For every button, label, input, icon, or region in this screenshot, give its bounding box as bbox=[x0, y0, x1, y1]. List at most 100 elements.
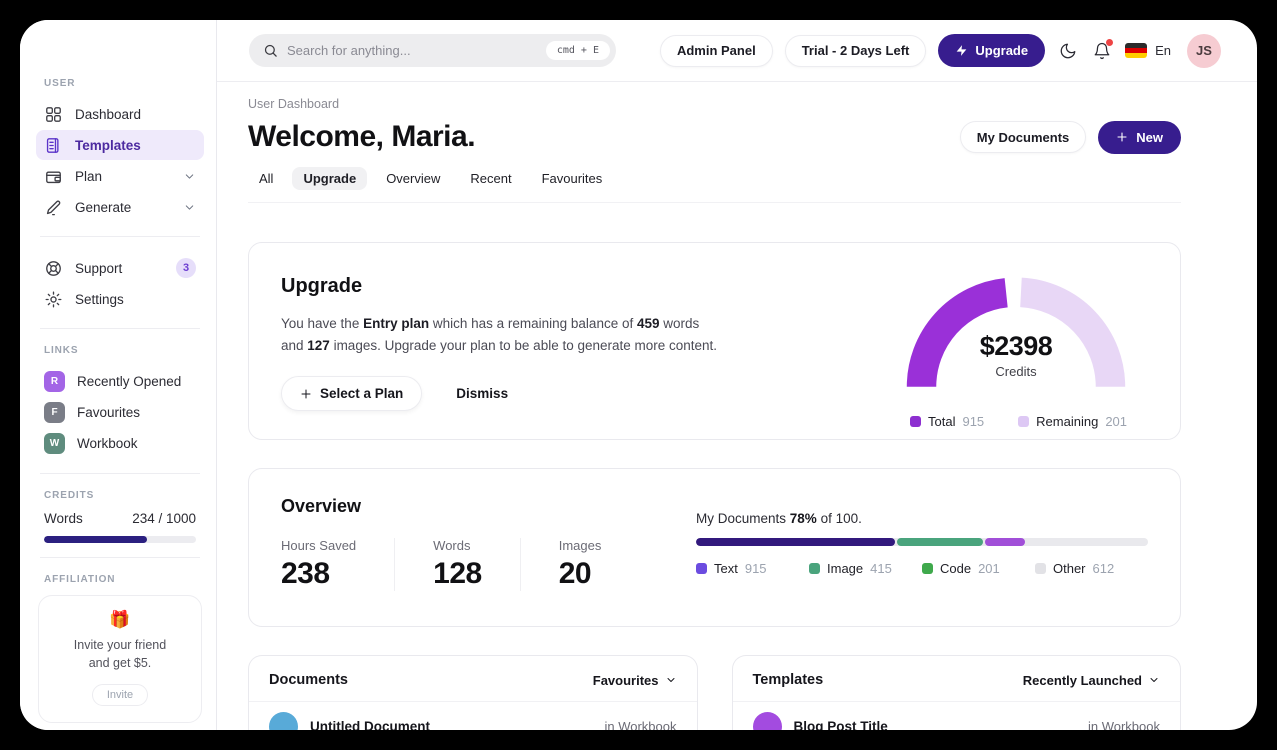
gauge-center: $2398 Credits bbox=[898, 331, 1134, 379]
new-button[interactable]: New bbox=[1098, 120, 1181, 154]
documents-card-header: Documents Favourites bbox=[249, 656, 697, 702]
tab-upgrade[interactable]: Upgrade bbox=[292, 167, 368, 190]
breadcrumb: User Dashboard bbox=[248, 97, 340, 111]
overview-title: Overview bbox=[281, 496, 362, 516]
legend-name: Other bbox=[1053, 561, 1086, 576]
body-bold: 459 bbox=[636, 316, 660, 331]
gauge-legend: Total 915 Remaining 201 bbox=[898, 414, 1134, 429]
title-actions: My Documents New bbox=[959, 120, 1181, 154]
sidebar-section-credits: CREDITS bbox=[44, 490, 95, 501]
app-window: USER Dashboard Templates Plan Generate S… bbox=[20, 20, 1257, 730]
sidebar-divider bbox=[40, 236, 200, 237]
tab-recent[interactable]: Recent bbox=[470, 171, 512, 186]
gift-icon: 🎁 bbox=[109, 610, 131, 629]
upgrade-button[interactable]: Upgrade bbox=[938, 34, 1046, 67]
templates-icon bbox=[46, 137, 59, 153]
dismiss-button[interactable]: Dismiss bbox=[456, 386, 509, 402]
sidebar-section-affiliation: AFFILIATION bbox=[44, 574, 116, 585]
user-avatar[interactable]: JS bbox=[1187, 33, 1221, 68]
stat-images: Images 20 bbox=[519, 538, 640, 591]
flag-stripe bbox=[1125, 43, 1148, 48]
tab-overview[interactable]: Overview bbox=[386, 171, 441, 186]
sidebar-link-favourites[interactable]: F Favourites bbox=[36, 397, 204, 428]
chevron-down-icon bbox=[185, 204, 194, 210]
upgrade-card-actions: Select a Plan Dismiss bbox=[281, 376, 751, 412]
overview-card: Overview Hours Saved 238 Words 128 Image… bbox=[248, 468, 1181, 627]
trial-badge[interactable]: Trial - 2 Days Left bbox=[784, 34, 927, 67]
templates-filter-dropdown[interactable]: Recently Launched bbox=[1023, 673, 1160, 688]
legend-swatch bbox=[809, 563, 820, 574]
sidebar-link-workbook[interactable]: W Workbook bbox=[36, 428, 204, 459]
template-location: in Workbook bbox=[1087, 719, 1160, 730]
credits-row: Words 234 / 1000 bbox=[36, 511, 204, 526]
flag-stripe bbox=[1125, 53, 1148, 58]
notifications-button[interactable] bbox=[1091, 38, 1114, 62]
gear-icon bbox=[45, 291, 62, 307]
documents-progress-caption: My Documents 78% of 100. bbox=[696, 511, 1148, 526]
stat-value: 20 bbox=[558, 557, 592, 590]
legend-item-text: Text 915 bbox=[696, 561, 809, 576]
body-text: You have the bbox=[281, 316, 364, 331]
legend-item-remaining: Remaining 201 bbox=[1018, 414, 1127, 429]
stat-label: Words bbox=[433, 538, 471, 553]
affiliation-line2: and get $5. bbox=[88, 656, 152, 671]
language-selector[interactable]: En bbox=[1125, 43, 1171, 58]
title-row: Welcome, Maria. My Documents New bbox=[248, 120, 1181, 154]
link-initial-badge: W bbox=[44, 433, 65, 454]
notification-dot bbox=[1106, 38, 1114, 46]
grid-icon bbox=[46, 106, 61, 122]
topbar-right: Admin Panel Trial - 2 Days Left Upgrade bbox=[659, 33, 1221, 68]
sidebar-item-plan[interactable]: Plan bbox=[36, 161, 204, 191]
body-text: images. Upgrade your plan to be able to … bbox=[329, 337, 718, 353]
tab-all[interactable]: All bbox=[259, 171, 274, 186]
body-text: which has a remaining balance of bbox=[429, 316, 637, 331]
body-text: words and bbox=[281, 316, 700, 353]
credits-value: 234 / 1000 bbox=[132, 511, 196, 526]
legend-item-total: Total 915 bbox=[910, 414, 984, 429]
sidebar-item-settings[interactable]: Settings bbox=[36, 284, 204, 314]
upgrade-card-body: You have the Entry plan which has a rema… bbox=[281, 313, 721, 356]
legend-name: Image bbox=[827, 561, 864, 576]
documents-filter-label: Favourites bbox=[592, 672, 659, 688]
caption-text: of 100. bbox=[816, 511, 862, 526]
templates-filter-label: Recently Launched bbox=[1022, 672, 1142, 688]
legend-swatch bbox=[1035, 563, 1046, 574]
stat-label: Hours Saved bbox=[281, 538, 357, 553]
chevron-down-icon bbox=[1150, 678, 1158, 682]
sidebar-item-generate[interactable]: Generate bbox=[36, 192, 204, 222]
legend-swatch bbox=[922, 563, 933, 574]
legend-name: Remaining bbox=[1036, 414, 1099, 429]
template-row[interactable]: Blog Post Title in Workbook bbox=[733, 702, 1181, 730]
bell-icon bbox=[1094, 42, 1110, 59]
dark-mode-toggle[interactable] bbox=[1057, 40, 1079, 62]
caption-percent: 78% bbox=[789, 511, 817, 526]
sidebar-item-dashboard[interactable]: Dashboard bbox=[36, 99, 204, 129]
affiliation-card: 🎁 Invite your friend and get $5. Invite bbox=[38, 595, 202, 724]
sidebar-link-label: Workbook bbox=[77, 436, 138, 451]
admin-panel-button[interactable]: Admin Panel bbox=[659, 34, 773, 67]
search-input[interactable]: Search for anything... cmd + E bbox=[249, 34, 616, 67]
sidebar-item-support[interactable]: Support 3 bbox=[36, 253, 204, 283]
templates-card-header: Templates Recently Launched bbox=[732, 656, 1180, 702]
my-documents-button[interactable]: My Documents bbox=[959, 121, 1087, 153]
words-progress-fill bbox=[44, 536, 148, 543]
document-row[interactable]: Untitled Document in Workbook bbox=[249, 702, 697, 730]
sidebar-link-recently-opened[interactable]: R Recently Opened bbox=[36, 366, 204, 397]
overview-left: Overview Hours Saved 238 Words 128 Image… bbox=[281, 496, 639, 599]
sidebar-item-templates[interactable]: Templates bbox=[36, 130, 204, 160]
stat-label: Images bbox=[558, 538, 602, 553]
sidebar-item-label: Plan bbox=[75, 168, 103, 184]
legend-value: 915 bbox=[962, 414, 985, 429]
legend-item-image: Image 415 bbox=[809, 561, 922, 576]
stat-value: 128 bbox=[433, 557, 482, 590]
legend-name: Text bbox=[714, 561, 738, 576]
moon-icon bbox=[1060, 43, 1076, 58]
documents-card-title: Documents bbox=[269, 672, 348, 688]
tab-favourites[interactable]: Favourites bbox=[541, 171, 603, 186]
select-plan-button[interactable]: Select a Plan bbox=[281, 376, 423, 412]
invite-button[interactable]: Invite bbox=[91, 684, 149, 707]
documents-filter-dropdown[interactable]: Favourites bbox=[593, 673, 677, 688]
documents-progress-block: My Documents 78% of 100. Text 915 bbox=[696, 496, 1148, 599]
caption-text: My Documents bbox=[696, 511, 790, 526]
flag-stripe bbox=[1125, 48, 1148, 53]
